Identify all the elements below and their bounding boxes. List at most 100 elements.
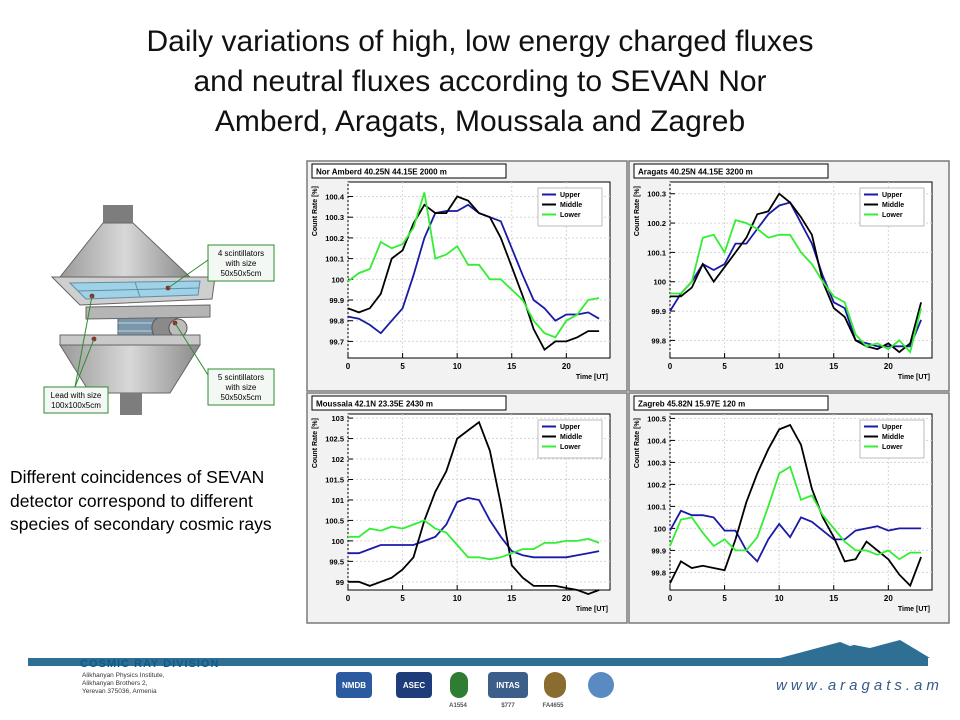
sevan-detector-illustration: 4 scintillators with size 50x50x5cm 5 sc…	[43, 205, 275, 415]
x-tick-label: 0	[668, 362, 673, 371]
detector-label-line: 50x50x5cm	[221, 269, 262, 278]
x-axis-label: Time [UT]	[898, 606, 930, 613]
y-tick-label: 101.5	[325, 475, 344, 484]
series-line-upper	[348, 496, 600, 559]
y-tick-label: 99.8	[651, 568, 666, 577]
address-line: Yerevan 375036, Armenia	[82, 688, 157, 695]
legend-label: Upper	[560, 424, 581, 431]
x-tick-label: 10	[775, 594, 784, 603]
panel-title: Nor Amberd 40.25N 44.15E 2000 m	[316, 168, 447, 177]
detector-label-line: with size	[225, 259, 257, 268]
detector-label-line: 5 scintillators	[218, 373, 264, 382]
detector-label-line: 100x100x5cm	[51, 401, 101, 410]
y-tick-label: 100.5	[647, 414, 666, 423]
x-tick-label: 5	[722, 362, 727, 371]
grant-label: A1554	[449, 703, 467, 709]
y-axis-label: Count Rate [%]	[634, 418, 641, 468]
chart-panel: Zagreb 45.82N 15.97E 120 m 0 5 10 15 20 99.8 99…	[628, 392, 950, 624]
y-tick-label: 99.8	[329, 317, 344, 326]
series-line-lower	[347, 192, 600, 339]
series-line-lower	[669, 465, 922, 561]
chart-panel: Moussala 42.1N 23.35E 2430 m 0 5 10 15 20 99 99…	[306, 392, 628, 624]
grant-label: $777	[501, 703, 515, 709]
y-tick-label: 100.4	[325, 192, 345, 201]
detector-caption: Different coincidences of SEVAN detector…	[10, 467, 272, 534]
x-axis-label: Time [UT]	[576, 606, 608, 613]
globe-logo	[588, 672, 614, 698]
y-tick-label: 100	[331, 537, 344, 546]
series-line-upper	[669, 509, 922, 563]
panel-title: Zagreb 45.82N 15.97E 120 m	[638, 400, 745, 409]
series-line-middle	[670, 192, 922, 354]
legend-label: Upper	[882, 424, 903, 431]
y-tick-label: 101	[331, 496, 344, 505]
x-tick-label: 0	[346, 362, 351, 371]
grant-label: FA4655	[542, 703, 564, 709]
legend-label: Lower	[560, 444, 581, 451]
seal-logo	[450, 672, 468, 698]
x-tick-label: 10	[775, 362, 784, 371]
legend-label: Upper	[560, 192, 581, 199]
division-name: COSMIC RAY DIVISION	[80, 658, 220, 670]
series-line-upper	[347, 203, 600, 335]
address-line: Alikhanyan Brothers 2,	[82, 680, 148, 687]
detector-label-line: with size	[225, 383, 257, 392]
detector-label-line: Lead with size	[51, 391, 102, 400]
y-tick-label: 100.3	[325, 213, 344, 222]
y-tick-label: 100	[331, 275, 344, 284]
series-line-middle	[669, 423, 922, 588]
y-tick-label: 100.3	[647, 190, 666, 199]
x-axis-label: Time [UT]	[576, 374, 608, 381]
x-tick-label: 0	[668, 594, 673, 603]
chart-panel: Nor Amberd 40.25N 44.15E 2000 m 0 5 10 15 20 9…	[306, 160, 628, 392]
y-axis-label: Count Rate [%]	[312, 186, 319, 236]
x-tick-label: 15	[829, 594, 838, 603]
y-tick-label: 100.2	[325, 234, 344, 243]
title-line: Daily variations of high, low energy cha…	[146, 25, 814, 58]
y-axis-label: Count Rate [%]	[634, 186, 641, 236]
series-line-middle	[348, 420, 600, 596]
legend-label: Upper	[882, 192, 903, 199]
y-tick-label: 102	[331, 455, 344, 464]
legend-label: Lower	[882, 212, 903, 219]
x-axis-label: Time [UT]	[898, 374, 930, 381]
y-axis-label: Count Rate [%]	[312, 418, 319, 468]
legend-label: Lower	[560, 212, 581, 219]
y-tick-label: 99	[336, 578, 344, 587]
x-tick-label: 10	[453, 594, 462, 603]
legend-label: Middle	[560, 202, 582, 209]
y-tick-label: 100.4	[647, 436, 667, 445]
x-tick-label: 15	[507, 362, 516, 371]
x-tick-label: 10	[453, 362, 462, 371]
website-url: www.aragats.am	[776, 677, 943, 694]
address-line: Alikhanyan Physics Institute,	[82, 672, 165, 679]
asec-logo: ASEC	[396, 672, 432, 698]
y-tick-label: 100.2	[647, 219, 666, 228]
x-tick-label: 15	[829, 362, 838, 371]
nmdb-logo: NMDB	[336, 672, 372, 698]
x-tick-label: 20	[884, 362, 893, 371]
x-tick-label: 15	[507, 594, 516, 603]
y-tick-label: 100.1	[647, 502, 666, 511]
panel-title-box	[311, 395, 507, 411]
title-line: and neutral fluxes according to SEVAN No…	[193, 65, 767, 98]
x-tick-label: 20	[562, 594, 571, 603]
x-tick-label: 20	[884, 594, 893, 603]
mountain-logo	[780, 640, 930, 658]
y-tick-label: 100	[653, 278, 666, 287]
x-tick-label: 20	[562, 362, 571, 371]
detector-label-line: 4 scintillators	[218, 249, 264, 258]
y-tick-label: 100.5	[325, 516, 344, 525]
y-tick-label: 99.9	[329, 296, 344, 305]
y-tick-label: 99.9	[651, 307, 666, 316]
panel-title: Moussala 42.1N 23.35E 2430 m	[316, 400, 433, 409]
title-line: Amberd, Aragats, Moussala and Zagreb	[214, 105, 746, 138]
x-tick-label: 5	[722, 594, 727, 603]
intas-logo: INTAS	[488, 672, 528, 698]
series-line-upper	[669, 201, 922, 348]
x-tick-label: 5	[400, 362, 405, 371]
y-tick-label: 100.1	[647, 248, 666, 257]
y-tick-label: 100	[653, 524, 666, 533]
legend-label: Lower	[882, 444, 903, 451]
panel-title-box	[633, 163, 829, 179]
